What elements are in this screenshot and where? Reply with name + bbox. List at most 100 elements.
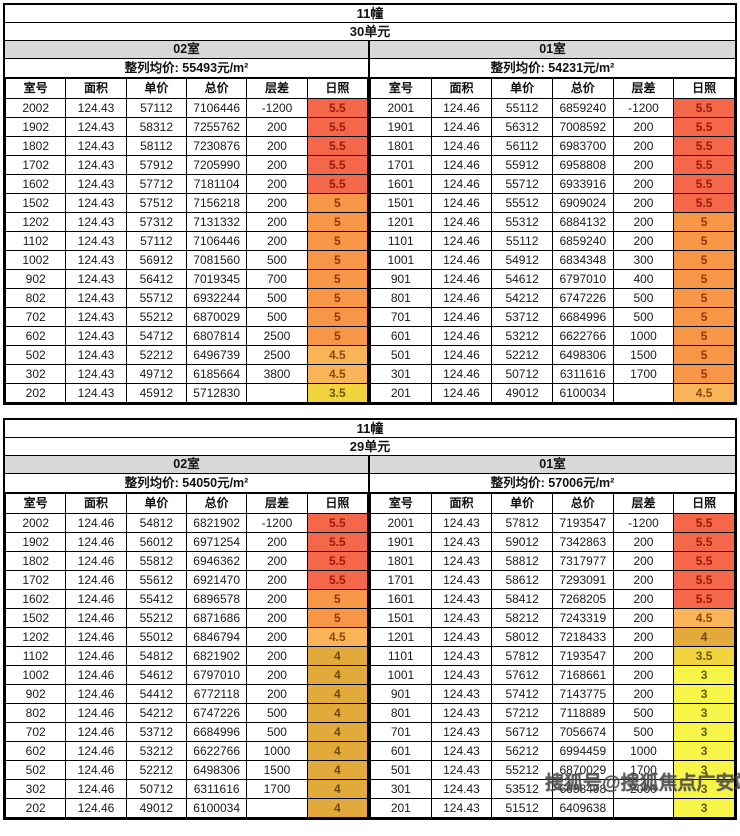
unit-price-cell: 56712 [491,722,553,742]
room-no-cell: 1902 [4,117,67,137]
col-header-area: 面积 [65,78,127,99]
unit-price-cell: 55112 [491,231,553,251]
floor-diff-cell: 200 [246,174,308,194]
total-price-cell: 6983700 [551,136,614,156]
room-no-cell: 1802 [4,551,67,571]
sunshine-cell: 4 [306,684,369,704]
total-price-cell: 6498306 [551,345,614,365]
price-table: 室号 面积 单价 总价 层差 日照 2001 124.43 57812 7193547 -1200… [370,493,735,818]
col-header-floor-diff: 层差 [246,78,308,99]
table-row: 1601 124.43 58412 7268205 200 5.5 [370,589,735,609]
floor-diff-cell: 500 [246,703,308,723]
area-cell: 124.46 [430,364,493,384]
sunshine-cell: 5.5 [306,551,369,571]
unit-title: 29单元 [5,438,735,456]
floor-diff-cell: 200 [246,193,308,213]
room-no-cell: 902 [4,269,67,289]
room-01-panel: 01室 整列均价: 57006元/m² 室号 面积 单价 总价 层差 日照 2001 124… [370,456,735,818]
table-row: 1502 124.43 57512 7156218 200 5 [4,193,369,213]
sunshine-cell: 5 [673,231,735,251]
area-cell: 124.46 [430,174,493,194]
total-price-cell: 6100034 [551,383,614,403]
table-row: 1901 124.46 56312 7008592 200 5.5 [370,117,735,137]
area-cell: 124.43 [430,570,493,590]
column-average-price: 整列均价: 55493元/m² [5,59,368,78]
sunshine-cell: 5 [306,288,369,308]
table-row: 801 124.46 54212 6747226 500 5 [370,288,735,308]
unit-price-cell: 55212 [491,760,553,780]
sunshine-cell: 5.5 [673,136,735,156]
sunshine-cell: 4 [306,741,369,761]
room-no-cell: 2001 [370,98,432,118]
room-no-cell: 1801 [370,551,432,571]
total-price-cell: 6747226 [551,288,614,308]
room-no-cell: 602 [4,741,67,761]
sunshine-cell: 5 [306,608,369,628]
unit-price-cell: 55412 [125,589,187,609]
area-cell: 124.46 [65,798,127,818]
col-header-room-no: 室号 [4,78,67,99]
area-cell: 124.43 [65,307,127,327]
col-header-sunshine: 日照 [673,78,735,99]
table-row: 1001 124.43 57612 7168661 200 3 [370,665,735,685]
room-no-cell: 701 [370,307,432,327]
unit-29-table: 11幢 29单元 02室 整列均价: 54050元/m² 室号 面积 单价 总价 层差日… [3,418,737,820]
sunshine-cell: 5.5 [673,98,735,118]
table-row: 1902 124.46 56012 6971254 200 5.5 [4,532,369,552]
total-price-cell: 6311616 [551,364,614,384]
total-price-cell: 7342863 [551,532,614,552]
col-header-floor-diff: 层差 [246,493,308,514]
floor-diff-cell: 200 [612,174,675,194]
room-no-cell: 301 [370,364,432,384]
floor-diff-cell: 700 [246,269,308,289]
total-price-cell: 7243319 [551,608,614,628]
sunshine-cell: 4.5 [306,627,369,647]
room-no-cell: 1001 [370,665,432,685]
unit-price-cell: 54812 [125,513,187,533]
room-no-cell: 801 [370,288,432,308]
room-title: 02室 [5,456,368,474]
room-no-cell: 602 [4,326,67,346]
area-cell: 124.43 [65,326,127,346]
table-row: 1701 124.46 55912 6958808 200 5.5 [370,155,735,175]
area-cell: 124.46 [65,646,127,666]
col-header-sunshine: 日照 [306,493,369,514]
unit-price-cell: 58412 [491,589,553,609]
room-no-cell: 1502 [4,193,67,213]
room-no-cell: 202 [4,798,67,818]
floor-diff-cell: 200 [612,665,675,685]
room-no-cell: 1702 [4,570,67,590]
floor-diff-cell: 200 [612,117,675,137]
table-row: 701 124.43 56712 7056674 500 3 [370,722,735,742]
area-cell: 124.43 [65,136,127,156]
col-header-area: 面积 [430,78,493,99]
unit-price-cell: 54812 [125,646,187,666]
sunshine-cell: 4 [306,703,369,723]
sunshine-cell: 5.5 [306,532,369,552]
total-price-cell: 6100034 [185,798,248,818]
total-price-cell: 6498306 [185,760,248,780]
room-no-cell: 1501 [370,608,432,628]
total-price-cell: 6958808 [551,155,614,175]
floor-diff-cell: 2500 [246,326,308,346]
area-cell: 124.43 [430,665,493,685]
table-row: 302 124.43 49712 6185664 3800 4.5 [4,364,369,384]
col-header-unit-price: 单价 [125,78,187,99]
col-header-total-price: 总价 [551,78,614,99]
unit-price-cell: 55112 [491,98,553,118]
sunshine-cell: 5.5 [306,155,369,175]
area-cell: 124.43 [65,212,127,232]
total-price-cell: 6807814 [185,326,248,346]
col-header-total-price: 总价 [185,78,248,99]
area-cell: 124.46 [65,741,127,761]
unit-price-cell: 49012 [125,798,187,818]
room-no-cell: 1202 [4,212,67,232]
room-no-cell: 1002 [4,665,67,685]
floor-diff-cell: 200 [246,136,308,156]
total-price-cell: 7156218 [185,193,248,213]
sunshine-cell: 5 [306,307,369,327]
unit-price-cell: 53512 [491,779,553,799]
table-row: 501 124.46 52212 6498306 1500 5 [370,345,735,365]
sunshine-cell: 3.5 [673,646,735,666]
area-cell: 124.46 [65,665,127,685]
